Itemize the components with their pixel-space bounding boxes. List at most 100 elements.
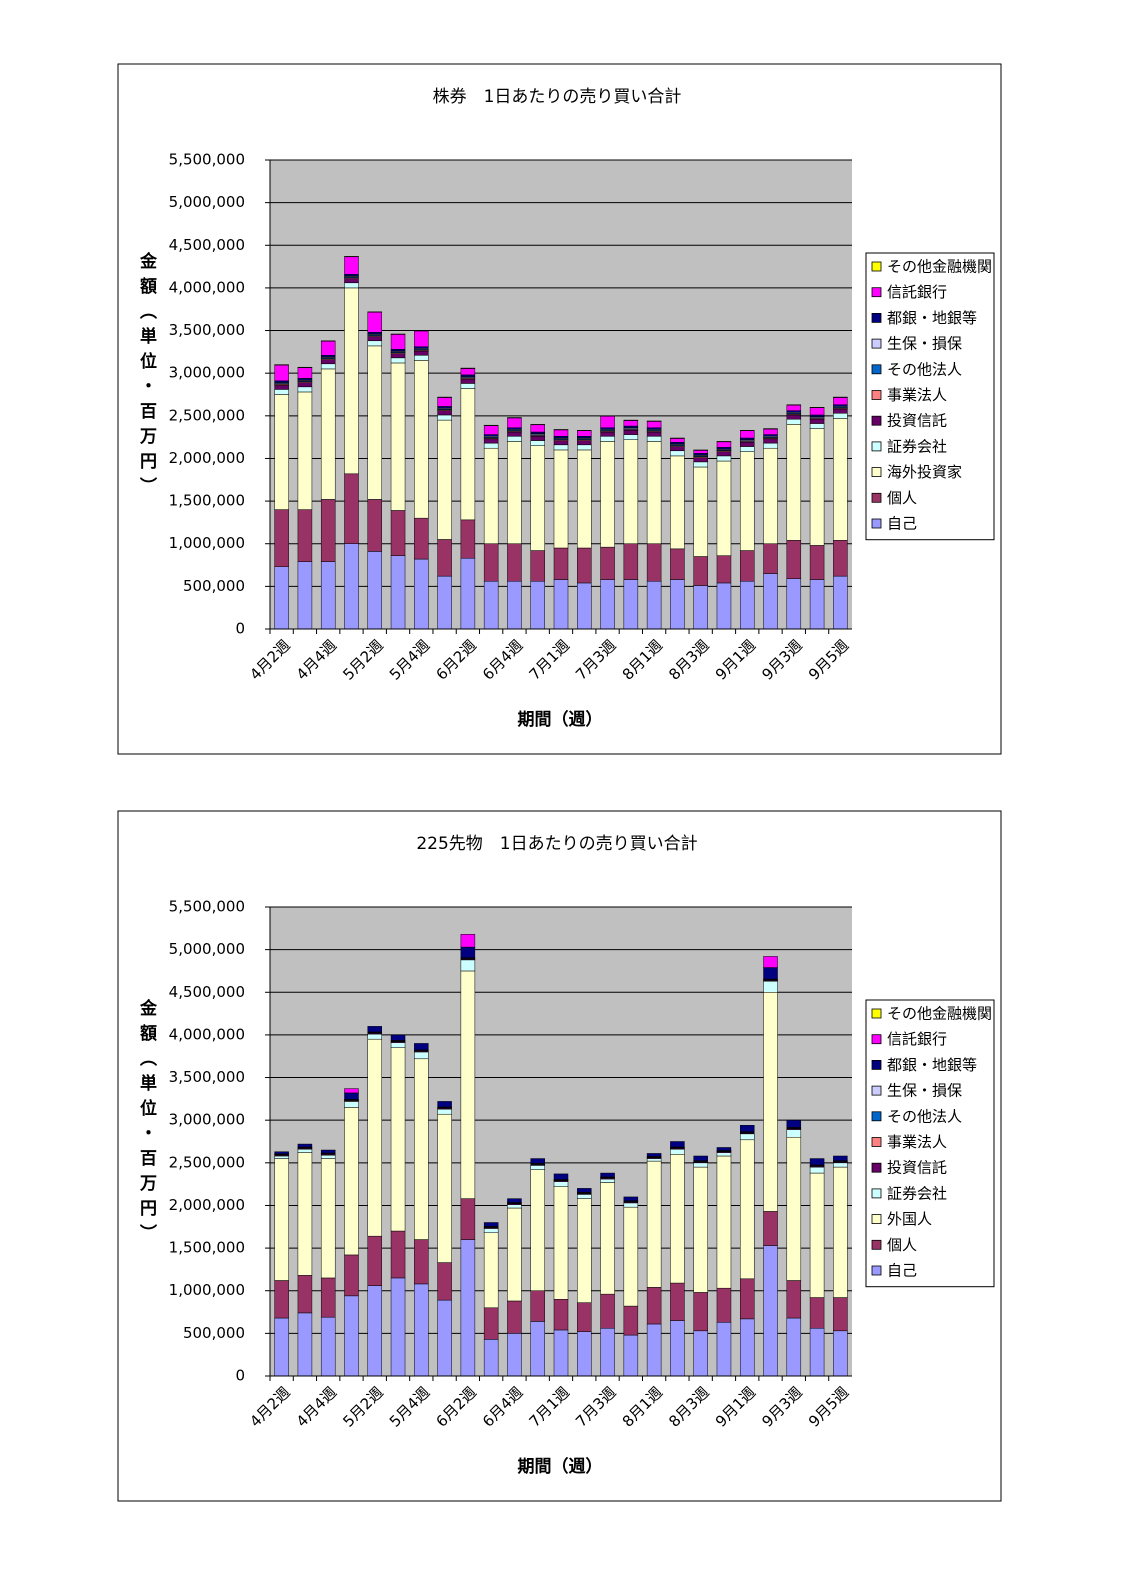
legend-label: その他金融機関 bbox=[887, 258, 992, 276]
bar-segment bbox=[367, 1026, 383, 1033]
legend-label: 事業法人 bbox=[887, 1133, 947, 1151]
legend-label: 外国人 bbox=[887, 1210, 932, 1228]
y-tick-label: 1,500,000 bbox=[169, 1239, 245, 1257]
bar-segment bbox=[693, 1330, 708, 1377]
bar-segment bbox=[414, 1051, 429, 1060]
bar-segment bbox=[483, 1222, 499, 1227]
y-axis-title: 金額（単位・百万円） bbox=[136, 251, 158, 502]
legend-label: 個人 bbox=[887, 1236, 917, 1254]
bar-segment bbox=[833, 1297, 848, 1332]
bar-segment bbox=[367, 551, 383, 630]
y-axis-title: 金額（単位・百万円） bbox=[136, 998, 158, 1249]
bar-segment bbox=[809, 407, 825, 416]
bar-segment bbox=[763, 438, 778, 444]
bar-segment bbox=[809, 1166, 825, 1174]
bar-segment bbox=[507, 543, 522, 582]
bar-segment bbox=[390, 510, 406, 556]
y-tick-label: 4,000,000 bbox=[169, 278, 245, 296]
y-tick-label: 500,000 bbox=[183, 1324, 245, 1342]
bar-segment bbox=[577, 1331, 592, 1377]
bar-segment bbox=[553, 1181, 569, 1187]
bar-segment bbox=[739, 550, 755, 582]
bar-segment bbox=[437, 1108, 452, 1115]
bar-segment bbox=[437, 419, 452, 540]
bar-segment bbox=[530, 436, 545, 441]
y-tick-label: 3,000,000 bbox=[169, 364, 245, 382]
bar-segment bbox=[460, 388, 476, 521]
bar-segment bbox=[297, 382, 313, 388]
bar-segment bbox=[739, 1139, 755, 1280]
bar-segment bbox=[507, 1207, 522, 1302]
bar-segment bbox=[716, 555, 732, 584]
bar-segment bbox=[786, 418, 802, 425]
legend-label: 生保・損保 bbox=[887, 1082, 962, 1100]
y-tick-label: 2,500,000 bbox=[169, 1153, 245, 1171]
bar-segment bbox=[483, 447, 499, 544]
bar-segment bbox=[507, 1333, 522, 1377]
bar-segment bbox=[623, 1305, 639, 1336]
bar-segment bbox=[274, 389, 289, 395]
bar-segment bbox=[786, 404, 802, 411]
bar-segment bbox=[833, 418, 848, 541]
bar-segment bbox=[530, 445, 545, 551]
bar-segment bbox=[390, 357, 406, 364]
bar-segment bbox=[367, 1285, 383, 1377]
legend-swatch bbox=[871, 467, 882, 478]
y-tick-label: 2,500,000 bbox=[169, 406, 245, 424]
bar-segment bbox=[623, 430, 639, 435]
bar-segment bbox=[763, 980, 778, 993]
y-tick-label: 5,000,000 bbox=[169, 940, 245, 958]
bar-segment bbox=[530, 1321, 545, 1377]
y-tick-label: 0 bbox=[235, 1367, 245, 1385]
bar-segment bbox=[483, 434, 499, 437]
legend-swatch bbox=[871, 1034, 882, 1045]
bar-segment bbox=[367, 340, 383, 347]
bar-segment bbox=[600, 415, 615, 429]
bar-segment bbox=[530, 1290, 545, 1322]
bar-segment bbox=[763, 573, 778, 630]
bar-segment bbox=[297, 391, 313, 510]
bar-segment bbox=[553, 1299, 569, 1331]
bar-segment bbox=[693, 461, 708, 468]
bar-segment bbox=[320, 355, 336, 358]
bar-segment bbox=[344, 1254, 359, 1297]
bar-segment bbox=[297, 386, 313, 393]
bar-segment bbox=[670, 442, 685, 445]
bar-segment bbox=[786, 410, 802, 413]
bar-segment bbox=[716, 447, 732, 450]
bar-segment bbox=[716, 451, 732, 457]
bar-segment bbox=[577, 547, 592, 584]
bar-segment bbox=[553, 429, 569, 437]
bar-segment bbox=[390, 349, 406, 352]
bar-segment bbox=[739, 451, 755, 551]
bar-segment bbox=[460, 959, 476, 972]
bar-segment bbox=[274, 1317, 289, 1377]
bar-segment bbox=[833, 404, 848, 407]
bar-segment bbox=[274, 394, 289, 510]
bar-segment bbox=[833, 1330, 848, 1377]
chart: 225先物 1日あたりの売り買い合計 0 500,000 1,000,000 1,500… bbox=[117, 810, 1002, 1502]
bar-segment bbox=[600, 546, 615, 580]
bar-segment bbox=[274, 380, 289, 383]
bar-segment bbox=[833, 397, 848, 405]
bar-segment bbox=[460, 1239, 476, 1377]
bar-segment bbox=[646, 421, 662, 429]
y-tick-label: 5,500,000 bbox=[169, 898, 245, 916]
y-tick-label: 2,000,000 bbox=[169, 449, 245, 467]
bar-segment bbox=[670, 1320, 685, 1377]
y-tick-label: 3,500,000 bbox=[169, 1068, 245, 1086]
bar-segment bbox=[833, 1162, 848, 1168]
bar-segment bbox=[809, 423, 825, 429]
bar-segment bbox=[786, 1136, 802, 1281]
bar-segment bbox=[507, 417, 522, 429]
bar-segment bbox=[809, 428, 825, 546]
bar-segment bbox=[483, 580, 499, 630]
bar-segment bbox=[344, 282, 359, 289]
bar-segment bbox=[693, 450, 708, 454]
bar-segment bbox=[786, 414, 802, 420]
bar-segment bbox=[600, 1327, 615, 1377]
bar-segment bbox=[646, 580, 662, 630]
bar-segment bbox=[786, 1129, 802, 1138]
bar-segment bbox=[437, 414, 452, 421]
